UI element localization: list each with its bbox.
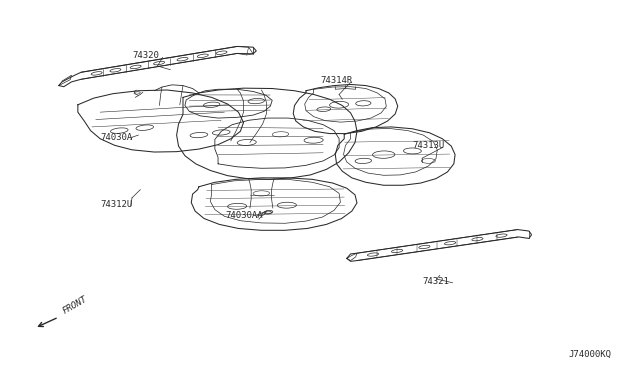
Text: 74030A: 74030A	[100, 134, 132, 142]
Text: FRONT: FRONT	[61, 295, 88, 316]
Text: 74320: 74320	[132, 51, 159, 61]
Text: 74312U: 74312U	[100, 200, 132, 209]
Text: 74321: 74321	[422, 277, 449, 286]
Text: 74313U: 74313U	[412, 141, 445, 150]
Text: 74030AA: 74030AA	[226, 211, 263, 220]
Text: 74314R: 74314R	[320, 76, 352, 85]
Text: J74000KQ: J74000KQ	[569, 350, 612, 359]
